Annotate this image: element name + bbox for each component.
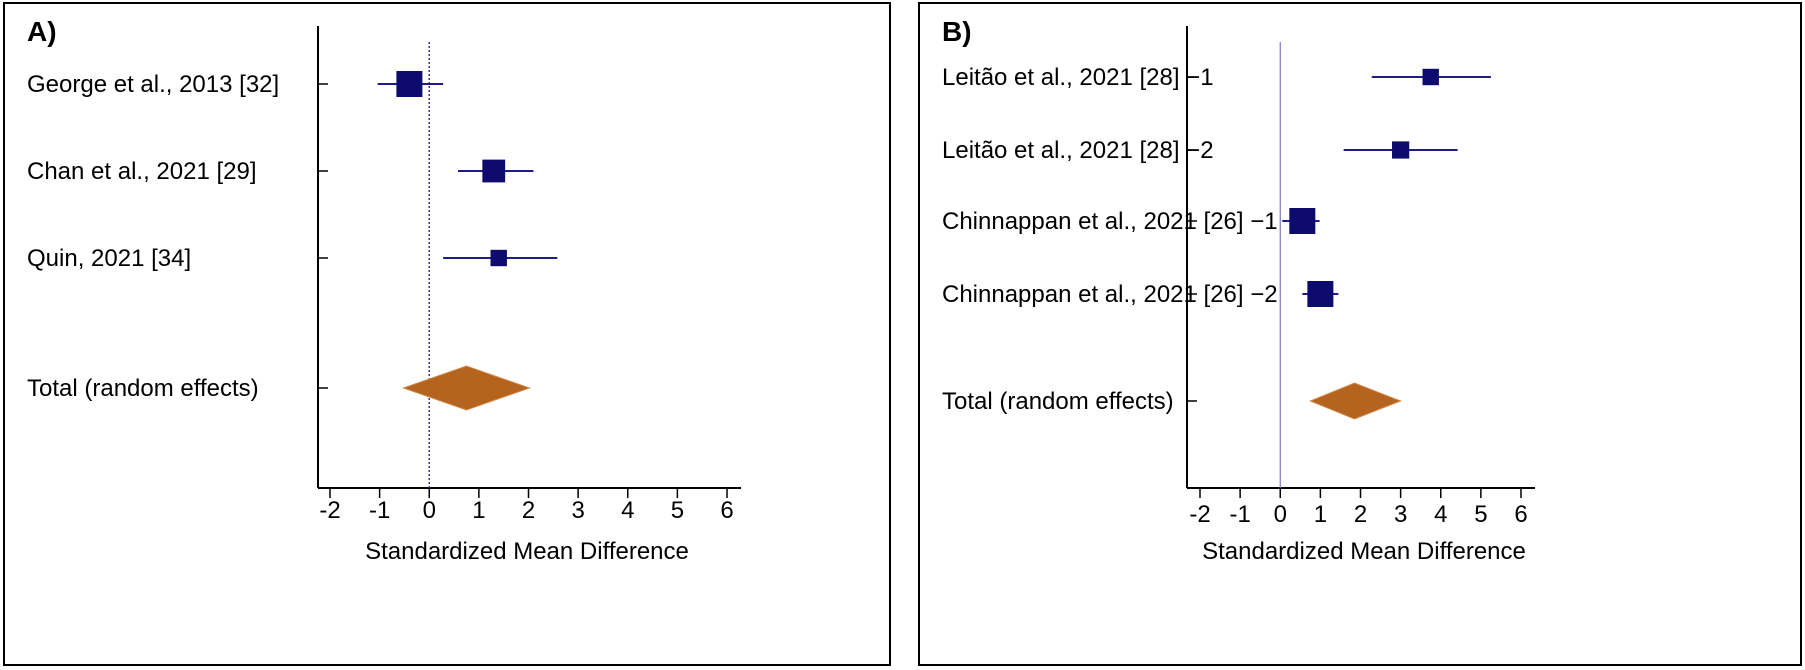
x-tick-label: 1 [472,497,485,524]
x-tick-label: 4 [1434,501,1447,528]
x-tick-label: 0 [1274,501,1287,528]
effect-size-marker [482,159,506,183]
x-tick-label: 5 [1474,501,1487,528]
x-tick-label: -2 [1189,501,1210,528]
forest-plot-panel-a: A) -2 -1 0 1 2 3 4 5 6 Standardized Mean Differen… [3,2,891,666]
x-tick-label: 6 [720,497,733,524]
effect-size-marker [1422,68,1439,86]
forest-plot-a: -2 -1 0 1 2 3 4 5 6 Standardized Mean Difference G… [27,26,741,565]
study-label: Chan et al., 2021 [29] [27,158,257,185]
forest-plot-b: -2 -1 0 1 2 3 4 5 6 Standardized Mean Difference L… [942,26,1535,565]
study-label: Chinnappan et al., 2021 [26] −2 [942,281,1278,308]
x-tick-label: -1 [1229,501,1250,528]
total-label: Total (random effects) [27,375,259,402]
x-tick-label: 2 [522,497,535,524]
effect-size-marker [490,249,507,267]
x-tick-label: 5 [671,497,684,524]
effect-size-marker [1307,281,1334,307]
pooled-effect-diamond [401,365,532,411]
pooled-effect-diamond [1309,382,1403,420]
panel-label-a: A) [27,16,57,47]
effect-size-marker [1289,208,1316,234]
study-label: Chinnappan et al., 2021 [26] −1 [942,208,1278,235]
x-axis-title: Standardized Mean Difference [1202,538,1526,565]
panel-label-b: B) [942,16,972,47]
x-tick-label: 2 [1354,501,1367,528]
study-label: Leitão et al., 2021 [28] −1 [942,64,1214,91]
x-tick-label: 4 [621,497,634,524]
x-tick-label: 6 [1514,501,1527,528]
x-tick-label: 0 [423,497,436,524]
x-tick-label: 3 [1394,501,1407,528]
effect-size-marker [396,71,423,97]
effect-size-marker [1392,141,1410,159]
x-tick-label: 3 [571,497,584,524]
x-axis-title: Standardized Mean Difference [365,538,689,565]
study-label: Quin, 2021 [34] [27,245,191,272]
x-tick-label: 1 [1314,501,1327,528]
total-label: Total (random effects) [942,388,1174,415]
x-tick-label: -1 [369,497,390,524]
forest-plot-panel-b: B) -2 -1 0 1 2 3 4 5 6 Standardized Mean Differen… [918,2,1802,666]
study-label: Leitão et al., 2021 [28] −2 [942,137,1214,164]
x-tick-label: -2 [319,497,340,524]
study-label: George et al., 2013 [32] [27,71,279,98]
